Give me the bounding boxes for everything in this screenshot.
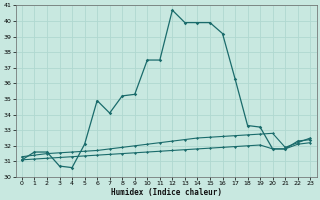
X-axis label: Humidex (Indice chaleur): Humidex (Indice chaleur): [111, 188, 221, 197]
